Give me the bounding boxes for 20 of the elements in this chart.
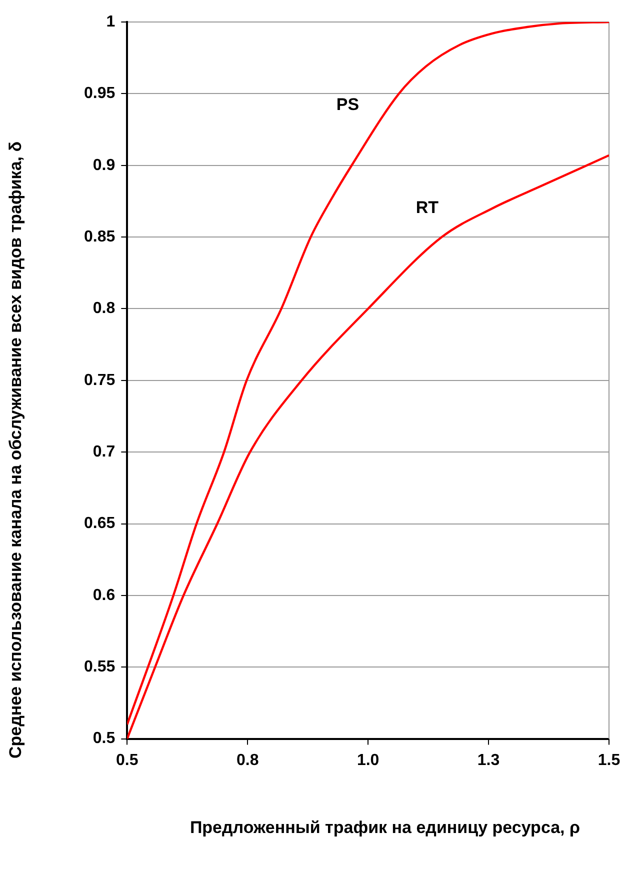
series-label: PS [336,94,360,114]
x-axis-title: Предложенный трафик на единицу ресурса, ρ [188,817,582,839]
y-tick-label: 0.6 [92,586,116,604]
y-tick-label: 0.65 [84,515,116,532]
y-tick-label: 0.55 [84,658,116,676]
series-label: RT [416,198,440,218]
x-tick-label: 0.5 [116,752,138,769]
y-tick-label: 0.85 [84,228,116,246]
y-tick-label: 0.5 [92,730,116,748]
x-tick-label: 1.0 [356,752,380,769]
x-tick-label: 1.3 [477,752,500,769]
y-tick-label: 0.9 [92,156,116,174]
y-tick-label: 1 [106,13,116,30]
y-tick-label: 0.75 [84,372,116,389]
x-tick-label: 1.5 [598,752,620,769]
y-tick-label: 0.7 [92,443,116,460]
y-tick-label: 0.8 [92,300,116,318]
x-tick-label: 0.8 [236,752,259,769]
y-axis-title: Среднее использование канала на обслуживание всех видов трафика, δ [5,140,26,761]
y-tick-label: 0.95 [84,85,116,102]
